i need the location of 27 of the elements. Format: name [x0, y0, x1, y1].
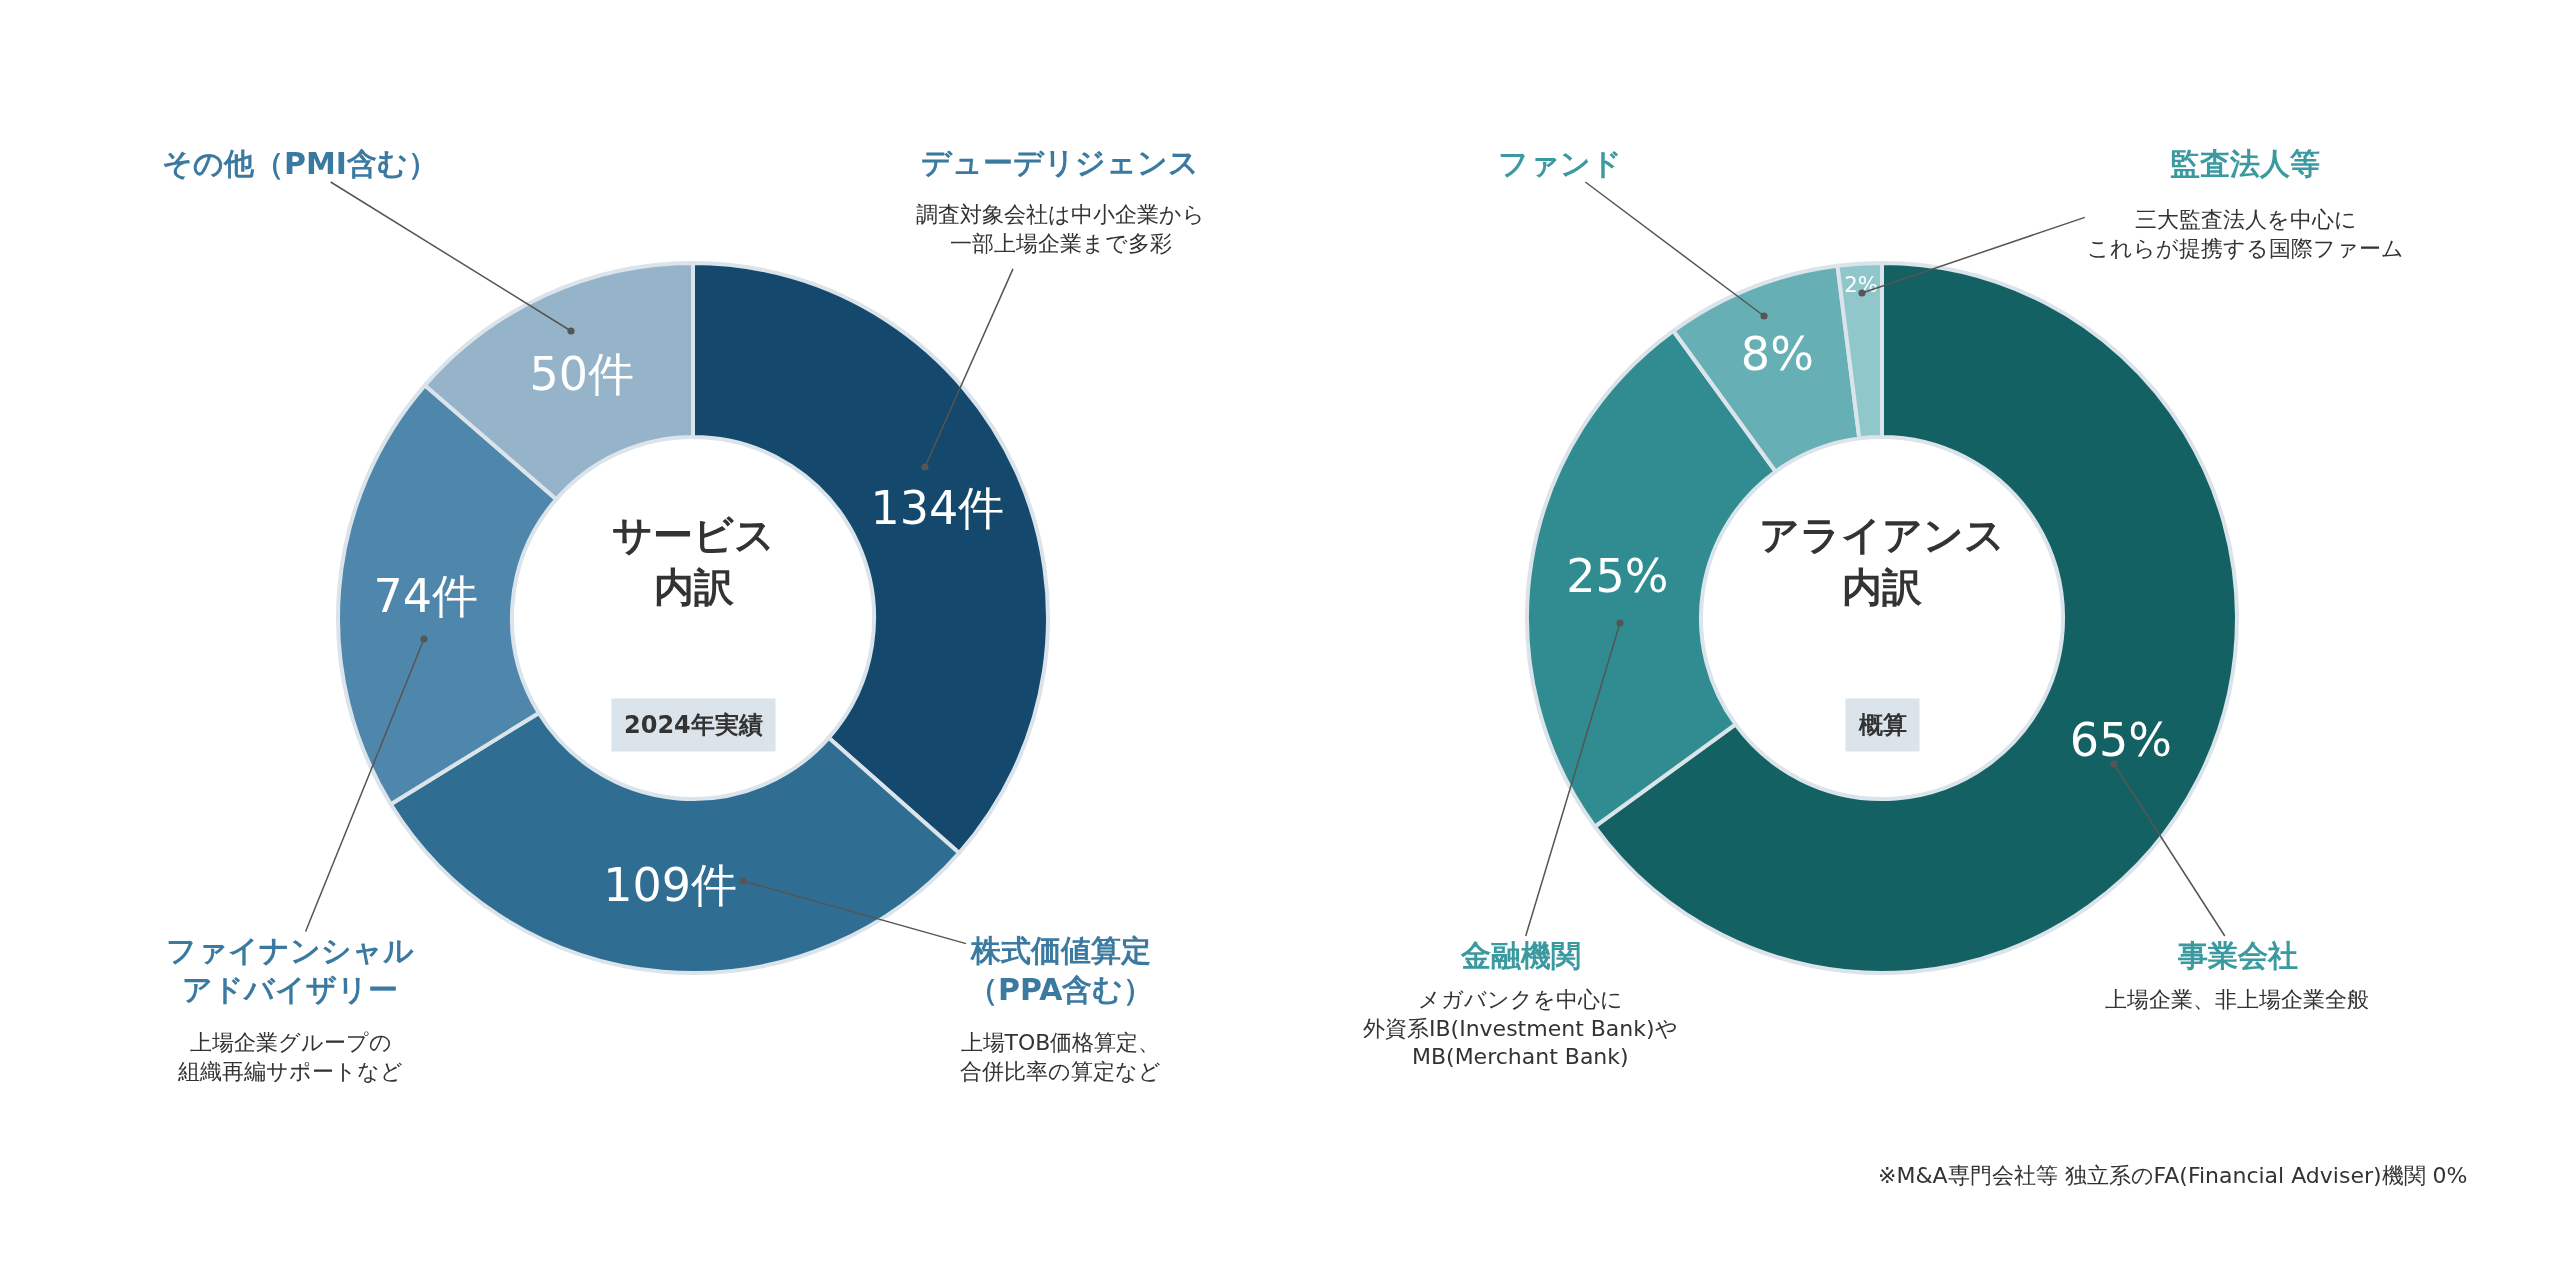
- slice-label: その他（PMI含む）: [162, 146, 439, 181]
- text: 上場企業、非上場企業全般: [2105, 987, 2369, 1012]
- data-label: 74件: [373, 569, 479, 624]
- text: 2024年実績: [624, 711, 763, 739]
- data-label: 25%: [1566, 549, 1669, 604]
- text: サービス内訳: [612, 512, 775, 610]
- data-label: 2%: [1844, 272, 1878, 298]
- slice-label: デューデリジェンス: [921, 145, 1199, 180]
- data-label: 65%: [2069, 712, 2172, 767]
- slice-label: ファイナンシャルアドバイザリー: [166, 933, 414, 1007]
- text: 上場企業グループの組織再編サポートなど: [177, 1030, 403, 1084]
- slice-label: 事業会社: [2177, 938, 2298, 973]
- data-label: 8%: [1740, 326, 1814, 381]
- data-label: 134件: [870, 480, 1005, 535]
- slice-label: 株式価値算定（PPA含む）: [968, 933, 1154, 1007]
- text: ※M&A専門会社等 独立系のFA(Financial Adviser)機関 0%: [1878, 1163, 2468, 1188]
- text: 三大監査法人を中心にこれらが提携する国際ファーム: [2087, 207, 2404, 261]
- text: 調査対象会社は中小企業から一部上場企業まで多彩: [916, 202, 1205, 256]
- text: メガバンクを中心に外資系IB(Investment Bank)やMB(Merchant Bank): [1363, 987, 1678, 1070]
- data-label: 109件: [603, 858, 737, 913]
- text: アライアンス内訳: [1759, 512, 2005, 610]
- slice-label: ファンド: [1498, 146, 1622, 181]
- slice-label: 監査法人等: [2170, 146, 2320, 181]
- data-label: 50件: [529, 347, 635, 402]
- text: 概算: [1858, 711, 1907, 739]
- slice-label: 金融機関: [1460, 938, 1581, 973]
- text: 上場TOB価格算定、合併比率の算定など: [960, 1030, 1161, 1084]
